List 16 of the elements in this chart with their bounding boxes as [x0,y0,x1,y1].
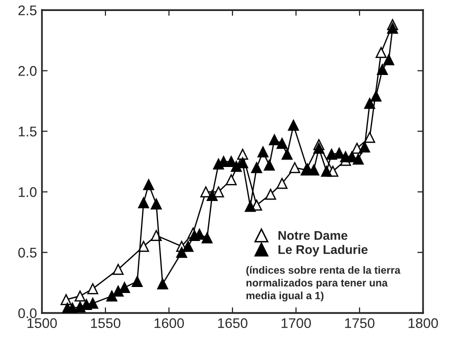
x-tick-label: 1700 [282,318,311,328]
legend-label: Le Roy Ladurie [278,244,368,257]
y-tick-label: 2.0 [18,66,37,76]
x-tick-label: 1500 [28,318,57,328]
x-tick-label: 1650 [218,318,248,328]
y-tick-label: 1.5 [18,126,36,136]
x-tick-label: 1600 [154,318,184,328]
x-tick-label: 1800 [408,318,438,328]
annotation: (índices sobre renta de la tierra normalizados para tener una media igual a 1) [246,266,400,302]
y-tick-label: 0.5 [18,248,36,258]
y-tick-label: 1.0 [18,187,37,198]
y-tick-label: 2.5 [18,5,36,16]
x-tick-label: 1750 [345,318,374,328]
legend-label: Notre Dame [278,231,348,240]
x-tick-label: 1550 [91,318,120,328]
y-tick-label: 0.0 [18,308,37,318]
